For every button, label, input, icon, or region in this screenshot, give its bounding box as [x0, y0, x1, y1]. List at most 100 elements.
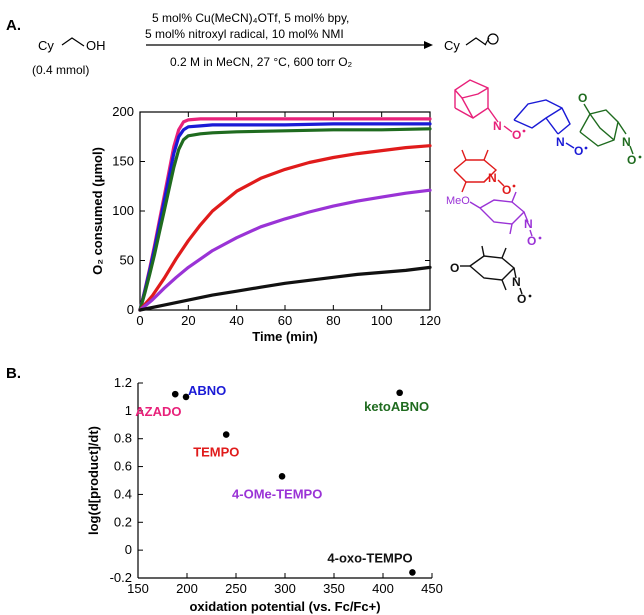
oxo-tempo-no-bond [519, 287, 523, 295]
aldehyde-oxygen [487, 33, 499, 45]
chart-a-x-tick-label: 120 [419, 313, 441, 328]
tempo-o-label: O [502, 183, 511, 197]
conditions-line-1: 5 mol% Cu(MeCN)₄OTf, 5 mol% bpy, [152, 11, 349, 25]
oxo-tempo-me3 [501, 279, 507, 291]
point-label-ketoabno: ketoABNO [364, 399, 429, 414]
oxidation-potential-chart: 150 200 250 300 350 400 450 -0.2 0 0.2 0.4 0.6 0.8 1 1… [86, 375, 443, 614]
conditions-line-3: 0.2 M in MeCN, 27 °C, 600 torr O₂ [170, 55, 353, 69]
chart-b-x-tick-label: 200 [176, 581, 198, 596]
tempo-me2 [483, 149, 489, 161]
ome-tempo-meo-label: MeO [446, 195, 470, 207]
structure-ome-tempo [469, 191, 529, 235]
ome-tempo-no-bond [529, 229, 533, 237]
chart-a-y-tick-label: 100 [112, 203, 134, 218]
conditions-line-2: 5 mol% nitroxyl radical, 10 mol% NMI [145, 27, 344, 41]
reaction-arrowhead [424, 41, 433, 49]
azado-n-bond [487, 107, 499, 123]
chart-a-y-tick-label: 0 [127, 302, 134, 317]
chart-b-x-axis-label: oxidation potential (vs. Fc/Fc+) [189, 599, 380, 614]
chart-a-y-tick-label: 200 [112, 104, 134, 119]
oxo-tempo-ring [469, 255, 516, 281]
series-line-4-oxo-tempo [138, 265, 432, 312]
point-azado [171, 390, 179, 398]
tempo-no-bond [497, 179, 505, 187]
ketoabno-radical-dot [638, 155, 642, 159]
chart-b-x-tick-label: 400 [372, 581, 394, 596]
o2-consumption-chart: 0 20 40 60 80 100 120 0 50 100 150 200 Time (min) O₂ … [90, 104, 441, 344]
ketoabno-ring [579, 109, 619, 147]
azado-n-label: N [493, 119, 502, 133]
product-cy: Cy [444, 38, 460, 53]
chart-a-y-tick-label: 50 [120, 253, 134, 268]
azado-bridge [454, 87, 489, 99]
chart-b-y-axis-label: log(d[product]/dt) [86, 426, 101, 535]
ome-tempo-o-label: O [527, 234, 536, 248]
abno-no-bond [565, 142, 575, 149]
panel-b-label: B. [6, 365, 21, 382]
ketoabno-bridge [589, 113, 615, 141]
chart-b-x-tick-label: 250 [225, 581, 247, 596]
chart-b-y-tick-label: 0.2 [114, 514, 132, 529]
tempo-me1 [461, 149, 467, 161]
reactant-cy: Cy [38, 38, 54, 53]
abno-radical-dot [584, 146, 588, 150]
ome-tempo-ome-bond [469, 201, 481, 209]
oxo-tempo-o-label: O [450, 261, 459, 275]
reactant-oh: OH [86, 38, 106, 53]
oxo-tempo-me2 [481, 245, 485, 257]
azado-ring [454, 79, 489, 119]
ome-tempo-n-bond [523, 211, 529, 223]
chart-b-y-tick-label: 0.8 [114, 431, 132, 446]
series-line-ketoabno [138, 127, 432, 312]
point-label-4-ome-tempo: 4-OMe-TEMPO [232, 486, 322, 501]
point-4-ome-tempo [278, 473, 286, 480]
reactant-bonds [61, 37, 85, 47]
chart-b-y-tick-label: 1.2 [114, 375, 132, 390]
chart-a-x-axis-label: Time (min) [252, 329, 318, 344]
series-line-4-ome-tempo [138, 188, 432, 312]
structure-azado [454, 79, 499, 123]
abno-o-label: O [574, 144, 583, 158]
reactant-amount: (0.4 mmol) [32, 63, 89, 77]
structure-tempo [453, 149, 498, 193]
chart-a-x-tick-label: 20 [181, 313, 195, 328]
product-bonds [465, 37, 487, 46]
oxo-tempo-n-label: N [512, 275, 521, 289]
azado-no-bond [503, 125, 513, 133]
series-line-azado [138, 117, 432, 312]
ketoabno-carbonyl [583, 103, 591, 115]
ome-tempo-me1 [511, 191, 517, 203]
panel-a-label: A. [6, 17, 21, 34]
chart-a-x-tick-label: 60 [278, 313, 292, 328]
chart-b-x-tick-label: 150 [127, 581, 149, 596]
chart-a-x-tick-label: 0 [136, 313, 143, 328]
ketoabno-o-label-2: O [627, 153, 636, 167]
chart-b-y-tick-label: 0 [125, 542, 132, 557]
tempo-radical-dot [512, 184, 516, 188]
ome-tempo-ring [479, 199, 526, 225]
chart-a-x-tick-label: 100 [371, 313, 393, 328]
chart-b-x-tick-label: 350 [323, 581, 345, 596]
abno-n-bond [545, 117, 559, 135]
structure-oxo-tempo [460, 245, 517, 291]
oxo-tempo-n-bond [513, 267, 517, 279]
azado-bridge-2 [461, 97, 474, 119]
azado-o-label: O [512, 128, 521, 142]
chart-b-y-tick-label: -0.2 [110, 570, 132, 585]
ome-tempo-radical-dot [538, 236, 542, 240]
chart-a-y-axis-label: O₂ consumed (μmol) [90, 147, 105, 275]
structure-ketoabno [579, 103, 627, 147]
structures: N O N O O N O [446, 79, 642, 306]
chart-a-x-tick-label: 40 [229, 313, 243, 328]
ketoabno-n-bond [617, 121, 627, 135]
structure-abno [513, 99, 571, 135]
point-label-4-oxo-tempo: 4-oxo-TEMPO [327, 550, 412, 565]
chart-b-y-tick-label: 0.6 [114, 459, 132, 474]
oxo-tempo-radical-dot [528, 294, 532, 298]
point-abno [182, 393, 190, 401]
oxo-tempo-o-label-2: O [517, 292, 526, 306]
azado-radical-dot [522, 129, 526, 133]
series-line-tempo [138, 144, 432, 312]
ketoabno-o-label: O [578, 91, 587, 105]
